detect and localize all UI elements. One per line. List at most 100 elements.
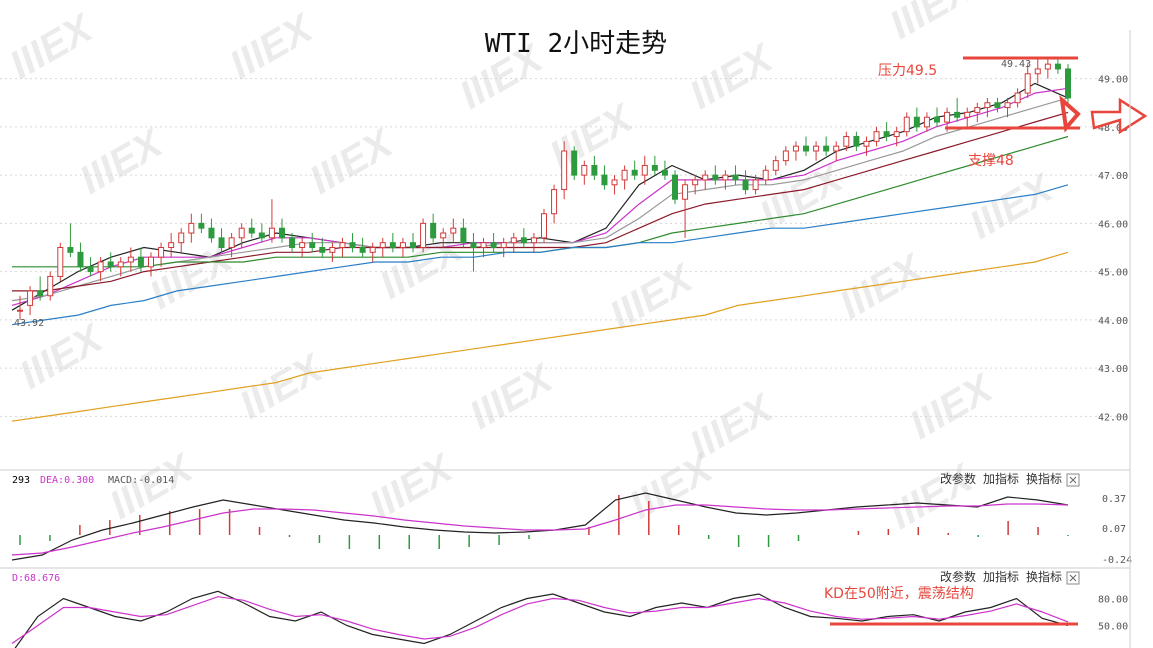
candle-body <box>218 237 225 248</box>
moving-average-line <box>11 251 1069 422</box>
candle-body <box>500 242 507 249</box>
candle-body <box>561 150 568 191</box>
kd-change-params-button[interactable]: 改参数 <box>940 569 976 584</box>
candle-body <box>369 247 376 253</box>
candle-body <box>571 150 578 176</box>
candle-body <box>611 179 618 186</box>
moving-average-line <box>12 111 1069 292</box>
kd-d-label: D:68.676 <box>12 573 60 584</box>
candle-body <box>883 131 890 138</box>
candle-body <box>127 256 134 263</box>
candle-body <box>853 136 860 147</box>
candle-body <box>379 242 386 249</box>
candle-body <box>248 227 255 234</box>
candle-body <box>349 242 356 249</box>
macd-dif-label: 293 <box>12 475 30 486</box>
candle-body <box>762 169 769 181</box>
kd-tick-label: 50.00 <box>1098 622 1128 633</box>
candle-body <box>1014 92 1021 104</box>
candle-body <box>520 237 527 244</box>
macd-tick-label: 0.37 <box>1102 494 1126 505</box>
candle-body <box>27 290 34 306</box>
macd-tick-label: -0.24 <box>1102 555 1132 566</box>
candle-body <box>490 242 497 249</box>
macd-dea-line <box>11 503 1069 556</box>
moving-average-lines <box>11 82 1069 422</box>
candle-body <box>57 247 64 277</box>
candle-body <box>148 256 154 268</box>
price-tick-label: 42.00 <box>1098 412 1128 423</box>
macd-change-params-button[interactable]: 改参数 <box>940 471 976 486</box>
candle-body <box>399 242 406 249</box>
candle-body <box>208 227 215 239</box>
candle-body <box>923 116 930 128</box>
candle-body <box>984 102 991 109</box>
candle-body <box>732 174 739 181</box>
candle-body <box>823 145 830 152</box>
candle-body <box>440 232 447 239</box>
candle-body <box>198 222 205 229</box>
price-tick-label: 43.00 <box>1098 364 1128 375</box>
kd-k-line <box>14 590 1069 648</box>
candle-body <box>460 227 467 244</box>
candle-body <box>782 150 789 162</box>
candle-body <box>67 247 74 253</box>
candle-body <box>863 140 870 147</box>
macd-close-icon[interactable] <box>1066 473 1080 487</box>
candle-body <box>974 107 981 113</box>
candle-body <box>97 261 104 273</box>
candle-body <box>833 145 840 152</box>
kd-switch-indicator-button[interactable]: 换指标 <box>1026 569 1062 584</box>
candle-body <box>722 174 729 181</box>
candle-body <box>359 247 366 253</box>
price-tick-label: 49.00 <box>1098 75 1128 86</box>
candle-body <box>178 232 185 244</box>
macd-dif-line <box>11 492 1069 561</box>
candle-body <box>994 102 1001 109</box>
right-arrow-icon <box>1090 97 1148 135</box>
candle-body <box>772 160 779 171</box>
price-tick-label: 44.00 <box>1098 316 1128 327</box>
candle-body <box>893 131 900 138</box>
moving-average-line <box>11 97 1069 302</box>
candle-body <box>934 116 940 123</box>
candle-body <box>1044 63 1051 70</box>
candle-body <box>944 111 951 123</box>
kd-note-label: KD在50附近，震荡结构 <box>824 586 974 602</box>
candle-body <box>299 242 306 249</box>
moving-average-line <box>11 82 1069 311</box>
candle-body <box>107 261 114 268</box>
candle-body <box>601 174 608 186</box>
price-tick-label: 45.00 <box>1098 268 1128 279</box>
price-axis: 49.00 48.00 47.00 46.00 45.00 44.00 43.00 42.00 <box>1098 75 1128 424</box>
candle-body <box>843 136 850 147</box>
candle-body <box>742 179 749 191</box>
price-tick-label: 47.00 <box>1098 171 1128 182</box>
candle-body <box>289 237 296 248</box>
candle-body <box>389 242 396 249</box>
kd-close-icon[interactable] <box>1066 571 1080 585</box>
macd-value-label: MACD:-0.014 <box>108 475 174 486</box>
candle-body <box>1034 68 1041 75</box>
candle-body <box>279 227 285 239</box>
candle-body <box>77 251 84 268</box>
candle-body <box>329 247 336 253</box>
candle-body <box>158 247 165 258</box>
kd-add-indicator-button[interactable]: 加指标 <box>983 569 1019 584</box>
candle-body <box>430 222 437 239</box>
candle-body <box>47 275 54 297</box>
candle-body <box>137 256 144 268</box>
candle-body <box>268 227 275 239</box>
macd-dea-label: DEA:0.300 <box>40 475 94 486</box>
candle-body <box>651 164 658 171</box>
price-tick-label: 46.00 <box>1098 219 1128 230</box>
candle-body <box>319 247 326 253</box>
macd-add-indicator-button[interactable]: 加指标 <box>983 471 1019 486</box>
high-price-marker: 49.43 <box>1001 59 1031 70</box>
chart-title: WTI 2小时走势 <box>485 29 667 59</box>
macd-switch-indicator-button[interactable]: 换指标 <box>1026 471 1062 486</box>
price-grid <box>0 78 1130 417</box>
candle-body <box>1065 68 1071 99</box>
candle-body <box>591 164 598 176</box>
